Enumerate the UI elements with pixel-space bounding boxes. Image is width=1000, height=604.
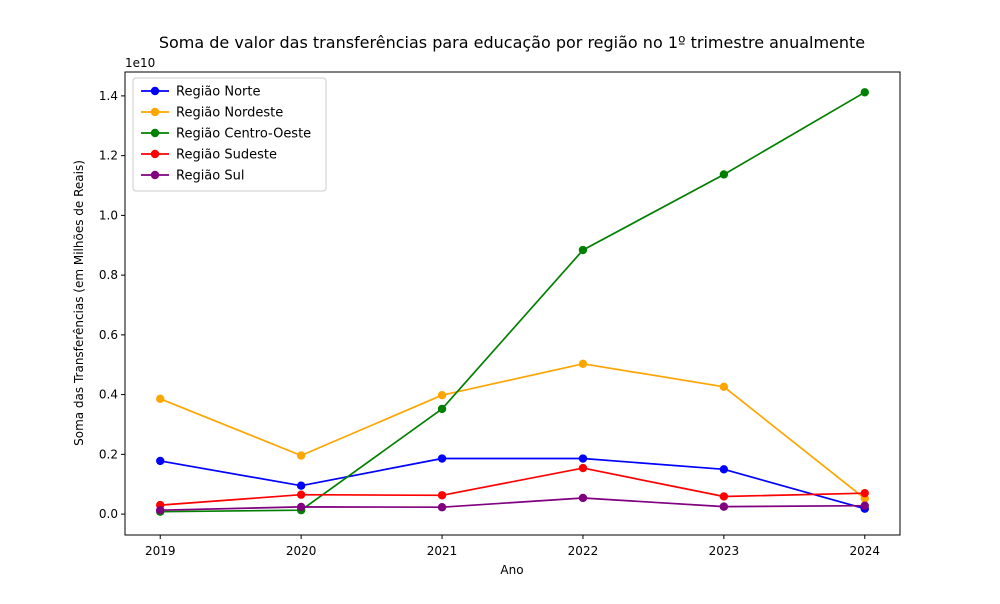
y-tick-label: 0.8	[99, 268, 118, 282]
y-tick-label: 0.0	[99, 507, 118, 521]
series-line	[160, 467, 865, 506]
data-point	[719, 502, 729, 511]
legend-label: Região Nordeste	[176, 106, 283, 121]
data-point	[296, 451, 306, 460]
legend-item: Região Nordeste	[141, 106, 283, 121]
legend-item: Região Centro-Oeste	[141, 127, 311, 142]
data-point	[156, 506, 165, 515]
series-line	[160, 457, 866, 510]
x-tick-label: 2024	[849, 544, 880, 558]
y-tick-label: 1.4	[99, 89, 118, 103]
legend-label: Região Norte	[176, 85, 260, 100]
legend-marker	[150, 128, 160, 138]
x-axis: 2019 2020 2021 2022 2023 2024	[145, 535, 880, 558]
data-point	[296, 502, 306, 512]
data-point	[719, 492, 729, 501]
data-point	[719, 382, 729, 392]
legend-item: Região Sul	[141, 169, 244, 184]
series-5	[156, 493, 869, 515]
data-point	[860, 501, 869, 510]
data-point	[719, 170, 729, 179]
data-point	[860, 88, 869, 97]
y-tick-label: 1.2	[99, 149, 118, 163]
data-point	[437, 404, 447, 414]
data-point	[156, 456, 165, 466]
y-offset-label: 1e10	[125, 56, 155, 70]
y-axis: 0.0 0.2 0.4 0.6 0.8 1.0 1.2 1.4	[99, 89, 125, 521]
x-tick-label: 2019	[145, 544, 176, 558]
legend-marker	[150, 149, 160, 159]
x-axis-label: Ano	[500, 563, 523, 577]
legend-item: Região Sudeste	[141, 148, 277, 163]
data-point	[437, 391, 447, 400]
data-point	[437, 503, 447, 512]
legend-marker	[150, 86, 160, 96]
data-point	[296, 490, 306, 499]
legend-marker	[150, 170, 160, 180]
data-point	[860, 488, 869, 498]
y-tick-label: 0.4	[99, 388, 118, 402]
legend-item: Região Norte	[141, 85, 260, 100]
plot-area	[124, 71, 901, 536]
legend-box	[132, 77, 327, 192]
legend-marker	[150, 107, 160, 117]
series-line	[159, 362, 866, 500]
series-layer	[156, 88, 869, 516]
legend-label: Região Sul	[176, 169, 244, 184]
series-line	[160, 497, 865, 512]
data-point	[296, 481, 306, 490]
data-point	[578, 359, 588, 369]
y-axis-label: Soma das Transferências (em Milhões de R…	[72, 160, 86, 446]
data-point	[437, 454, 447, 463]
chart-title: Soma de valor das transferências para ed…	[159, 33, 865, 52]
y-tick-label: 0.2	[99, 447, 118, 461]
data-point	[578, 463, 588, 473]
series-line	[160, 91, 866, 513]
data-point	[578, 454, 588, 463]
legend-label: Região Centro-Oeste	[176, 127, 311, 142]
y-tick-label: 0.6	[99, 328, 118, 342]
legend-label: Região Sudeste	[176, 148, 277, 163]
x-tick-label: 2022	[568, 544, 599, 558]
data-point	[437, 491, 447, 500]
x-tick-label: 2021	[427, 544, 458, 558]
legend: Região Norte Região Nordeste Região Centro…	[132, 77, 327, 192]
y-tick-label: 1.0	[99, 208, 118, 222]
data-point	[578, 245, 588, 255]
data-point	[578, 493, 588, 503]
x-tick-label: 2020	[286, 544, 317, 558]
data-point	[719, 465, 729, 474]
x-tick-label: 2023	[709, 544, 740, 558]
data-point	[156, 394, 165, 403]
series-1	[156, 454, 869, 513]
